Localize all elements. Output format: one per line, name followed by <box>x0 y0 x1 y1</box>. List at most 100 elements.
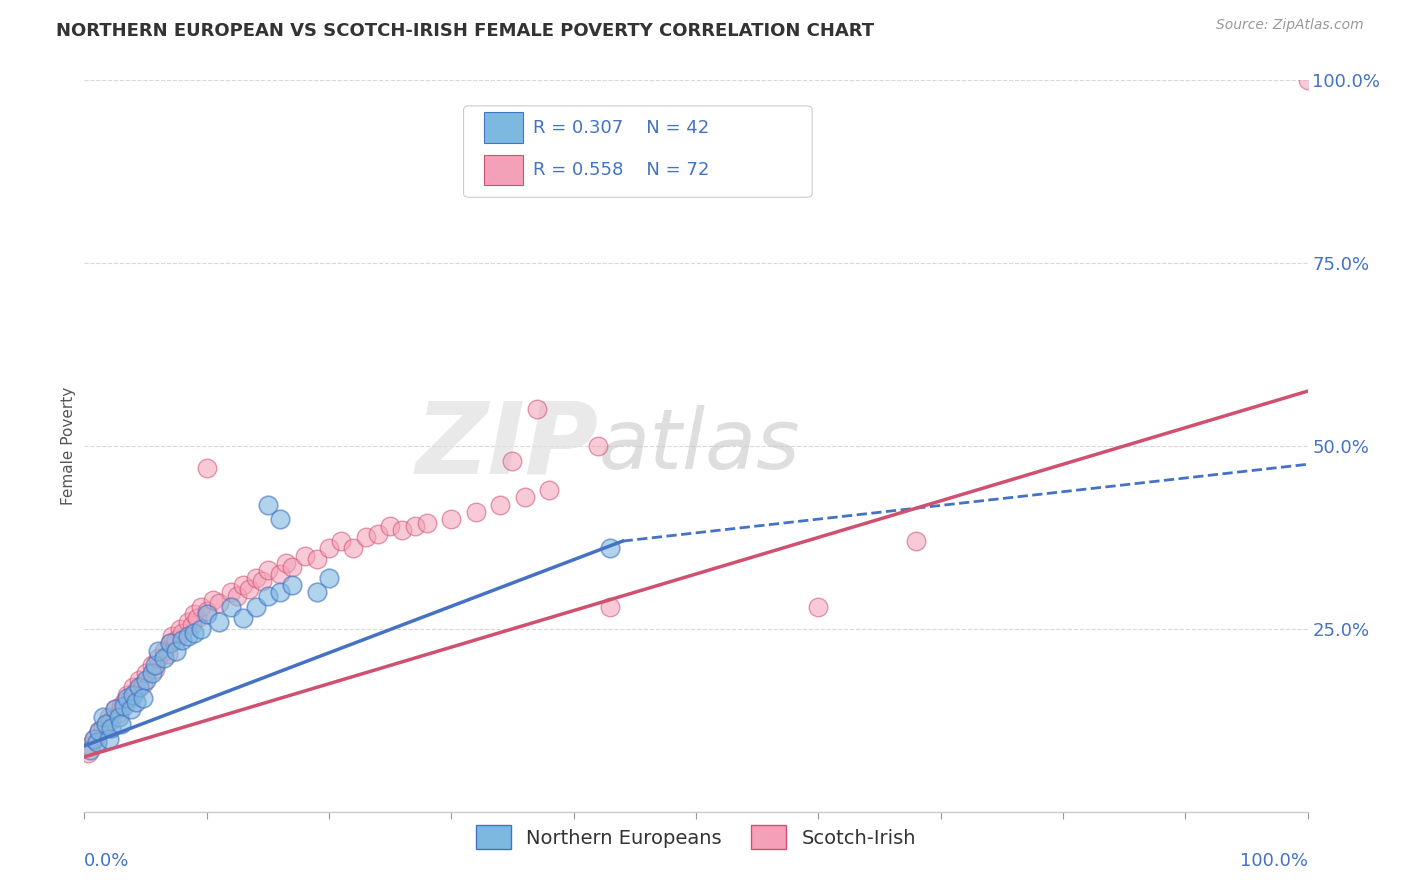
Point <box>156 648 179 662</box>
Point <box>464 505 486 519</box>
Point <box>128 673 150 687</box>
Point <box>87 724 110 739</box>
Point <box>104 702 127 716</box>
Point <box>195 461 218 475</box>
Point <box>162 629 184 643</box>
Point <box>91 709 114 723</box>
Point <box>132 691 155 706</box>
Point <box>257 589 280 603</box>
Point <box>153 651 176 665</box>
Point <box>219 599 242 614</box>
Point <box>112 695 135 709</box>
Point <box>245 599 267 614</box>
Point <box>538 483 561 497</box>
Point <box>342 541 364 556</box>
Point <box>190 599 212 614</box>
Point <box>186 611 208 625</box>
Point <box>141 658 163 673</box>
Point <box>177 615 200 629</box>
Point <box>159 636 181 650</box>
Point <box>83 731 105 746</box>
Point <box>135 673 157 687</box>
Point <box>208 615 231 629</box>
Point <box>183 607 205 622</box>
Point <box>122 681 145 695</box>
Point <box>281 578 304 592</box>
Point <box>269 585 291 599</box>
Point <box>91 721 114 735</box>
Point <box>83 731 105 746</box>
Text: atlas: atlas <box>598 406 800 486</box>
Point <box>330 534 353 549</box>
Text: R = 0.307    N = 42: R = 0.307 N = 42 <box>533 119 710 136</box>
Point <box>135 665 157 680</box>
Point <box>367 526 389 541</box>
Point <box>143 658 166 673</box>
Point <box>190 622 212 636</box>
Point <box>208 596 231 610</box>
Point <box>269 567 291 582</box>
Point <box>100 714 122 728</box>
Point <box>250 574 273 589</box>
Point <box>132 676 155 690</box>
Point <box>513 490 536 504</box>
Point <box>599 599 621 614</box>
Point <box>232 611 254 625</box>
Point <box>354 530 377 544</box>
Point <box>305 552 328 566</box>
Point <box>905 534 928 549</box>
Text: Source: ZipAtlas.com: Source: ZipAtlas.com <box>1216 18 1364 32</box>
Text: ZIP: ZIP <box>415 398 598 494</box>
Point <box>226 589 249 603</box>
Point <box>115 688 138 702</box>
Point <box>115 691 138 706</box>
Point <box>107 709 129 723</box>
Point <box>238 582 260 596</box>
Point <box>100 721 122 735</box>
Point <box>122 688 145 702</box>
Point <box>153 644 176 658</box>
Point <box>169 622 191 636</box>
Point <box>219 585 242 599</box>
Point <box>276 556 298 570</box>
Text: 100.0%: 100.0% <box>1240 852 1308 870</box>
Point <box>120 691 142 706</box>
Point <box>86 735 108 749</box>
Point <box>97 731 120 746</box>
Text: R = 0.558    N = 72: R = 0.558 N = 72 <box>533 161 710 179</box>
Point <box>77 746 100 760</box>
Point <box>318 571 340 585</box>
Text: 0.0%: 0.0% <box>84 852 129 870</box>
Point <box>807 599 830 614</box>
FancyBboxPatch shape <box>464 106 813 197</box>
Point <box>501 453 523 467</box>
Point <box>380 519 402 533</box>
Point <box>195 607 218 622</box>
Point <box>112 698 135 713</box>
Point <box>107 706 129 720</box>
Point <box>245 571 267 585</box>
Point <box>183 625 205 640</box>
Point <box>128 681 150 695</box>
Point <box>143 662 166 676</box>
Point <box>391 523 413 537</box>
Point <box>165 644 187 658</box>
Point <box>110 698 132 713</box>
FancyBboxPatch shape <box>484 112 523 144</box>
Point <box>195 603 218 617</box>
Point <box>181 618 204 632</box>
Point <box>318 541 340 556</box>
Point <box>489 498 512 512</box>
Point <box>526 402 548 417</box>
Point <box>232 578 254 592</box>
Point <box>257 563 280 577</box>
Point <box>146 651 169 665</box>
Point <box>120 702 142 716</box>
Point <box>96 717 118 731</box>
Point <box>96 717 118 731</box>
Point <box>269 512 291 526</box>
Point <box>1296 73 1319 87</box>
Point <box>257 498 280 512</box>
Y-axis label: Female Poverty: Female Poverty <box>60 387 76 505</box>
Point <box>586 439 609 453</box>
